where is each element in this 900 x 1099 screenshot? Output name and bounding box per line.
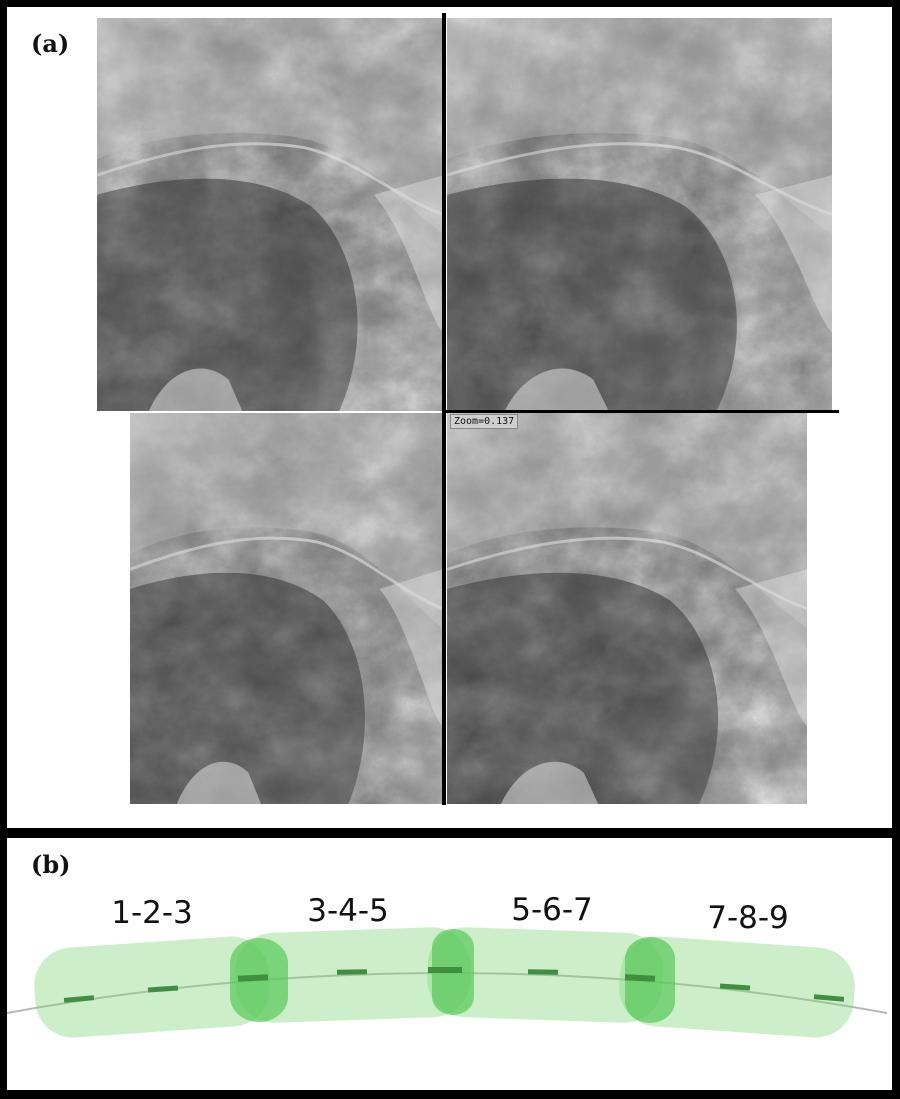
frame-marker-1 [63,995,95,1003]
frame-marker-2 [147,985,179,993]
group-label-4: 7-8-9 [707,900,789,936]
zoom-indicator: Zoom=0.137 [450,414,519,429]
horizontal-separator [443,410,839,413]
panel-b-label: (b) [31,850,71,879]
group-overlap-diagram: 1-2-3 3-4-5 5-6-7 7-8-9 [7,892,888,1038]
satellite-image-bottom-right [447,413,807,804]
satellite-image-top-left [97,18,443,411]
satellite-image-top-right [447,18,832,411]
group-label-1: 1-2-3 [111,895,193,931]
group-band-1 [34,936,270,1038]
panel-a-label: (a) [31,29,70,58]
vertical-separator [442,13,446,805]
frame-marker-7 [624,974,656,982]
frame-marker-4 [336,969,368,975]
frame-marker-8 [719,983,751,991]
group-band-2 [235,927,471,1023]
frame-marker-6 [527,969,559,975]
group-label-3: 5-6-7 [511,892,593,928]
frame-marker-3 [237,974,269,982]
panel-a: (a) [7,7,892,828]
group-label-2: 3-4-5 [307,893,389,929]
group-band-3 [427,927,663,1023]
satellite-image-bottom-left [130,413,442,804]
panel-b: (b) 1-2-3 3-4-5 5-6-7 7-8-9 [7,838,892,1090]
frame-marker-5 [428,967,462,973]
frame-marker-9 [813,994,845,1002]
